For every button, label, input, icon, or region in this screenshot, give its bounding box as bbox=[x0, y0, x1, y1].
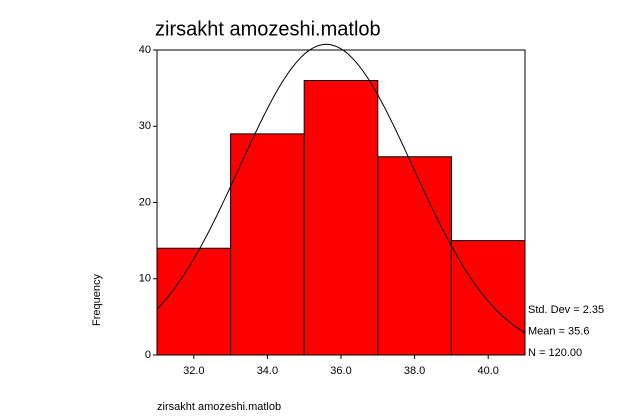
y-tick-label: 0 bbox=[145, 349, 151, 361]
chart-title: zirsakht amozeshi.matlob bbox=[155, 18, 381, 40]
stat-label: Std. Dev = 2.35 bbox=[528, 304, 604, 316]
y-tick-label: 30 bbox=[139, 120, 151, 132]
bar bbox=[304, 81, 378, 356]
x-tick-label: 38.0 bbox=[404, 365, 425, 377]
bar bbox=[451, 241, 525, 355]
y-axis-label: Frequency bbox=[91, 274, 103, 326]
x-tick-label: 40.0 bbox=[477, 365, 498, 377]
y-tick-label: 10 bbox=[139, 273, 151, 285]
y-tick-label: 20 bbox=[139, 196, 151, 208]
page: {"chart_data": {"type": "histogram", "ti… bbox=[0, 0, 623, 418]
x-tick-label: 36.0 bbox=[330, 365, 351, 377]
stat-label: N = 120.00 bbox=[528, 347, 582, 359]
chart: zirsakht amozeshi.matlob Frequency zirsa… bbox=[0, 0, 623, 418]
x-tick-label: 32.0 bbox=[183, 365, 204, 377]
x-tick-label: 34.0 bbox=[257, 365, 278, 377]
x-axis-label: zirsakht amozeshi.matlob bbox=[157, 401, 281, 413]
bar bbox=[378, 157, 452, 355]
stat-label: Mean = 35.6 bbox=[528, 325, 589, 337]
y-tick-label: 40 bbox=[139, 44, 151, 56]
bar bbox=[231, 134, 305, 355]
bar bbox=[157, 248, 231, 355]
